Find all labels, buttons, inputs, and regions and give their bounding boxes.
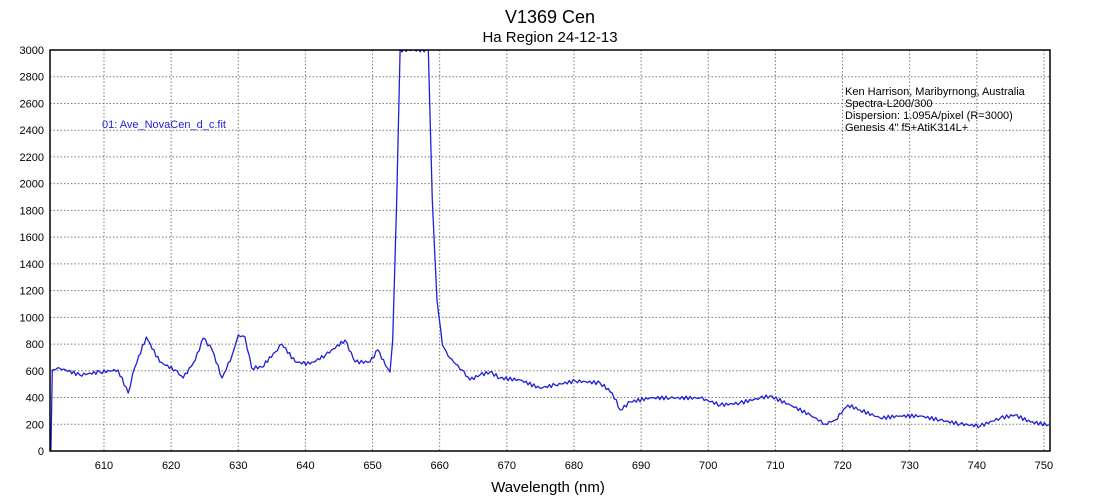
y-tick-label: 200 [26, 419, 44, 431]
y-tick-label: 1800 [20, 205, 44, 217]
y-tick-label: 2400 [20, 125, 44, 137]
x-tick-label: 730 [900, 460, 918, 472]
x-tick-label: 640 [296, 460, 314, 472]
y-tick-label: 3000 [20, 45, 44, 57]
annotation-dispersion: Dispersion: 1.095A/pixel (R=3000) [845, 110, 1013, 122]
y-axis-ticks: 0 200 400 600 800 1000 1200 1400 1600 1800 2000 220… [20, 45, 44, 458]
x-tick-label: 610 [95, 460, 113, 472]
x-axis-label: Wavelength (nm) [491, 479, 605, 496]
annotation-spectrograph: Spectra-L200/300 [845, 98, 932, 110]
grid-lines [50, 50, 1050, 451]
y-tick-label: 400 [26, 393, 44, 405]
y-tick-label: 800 [26, 339, 44, 351]
x-tick-label: 630 [229, 460, 247, 472]
x-tick-label: 620 [162, 460, 180, 472]
plot-series [50, 50, 1049, 451]
spectrum-line [50, 50, 1049, 451]
annotation-equipment: Genesis 4" f5+AtiK314L+ [845, 122, 968, 134]
chart-subtitle: Ha Region 24-12-13 [482, 29, 618, 46]
y-tick-label: 2200 [20, 152, 44, 164]
chart-title: V1369 Cen [504, 7, 596, 27]
x-tick-label: 680 [565, 460, 583, 472]
y-tick-label: 600 [26, 366, 44, 378]
y-tick-label: 2000 [20, 179, 44, 191]
plot-frame [49, 49, 1051, 452]
y-tick-label: 1400 [20, 259, 44, 271]
y-tick-label: 0 [38, 446, 44, 458]
x-tick-label: 710 [766, 460, 784, 472]
x-tick-label: 720 [833, 460, 851, 472]
y-tick-label: 1000 [20, 312, 44, 324]
x-tick-label: 700 [699, 460, 717, 472]
x-axis-ticks: 610 620 630 640 650 660 670 680 690 700 710 720 730 7… [95, 460, 1053, 472]
x-tick-label: 750 [1035, 460, 1053, 472]
x-tick-label: 650 [363, 460, 381, 472]
x-tick-label: 690 [632, 460, 650, 472]
annotation-observer: Ken Harrison, Maribyrnong, Australia [845, 86, 1026, 98]
y-tick-label: 2600 [20, 98, 44, 110]
x-tick-label: 670 [498, 460, 516, 472]
y-tick-label: 1600 [20, 232, 44, 244]
y-tick-label: 2800 [20, 72, 44, 84]
x-tick-label: 660 [431, 460, 449, 472]
legend-entry: 01: Ave_NovaCen_d_c.fit [102, 119, 226, 131]
x-tick-label: 740 [968, 460, 986, 472]
y-tick-label: 1200 [20, 286, 44, 298]
